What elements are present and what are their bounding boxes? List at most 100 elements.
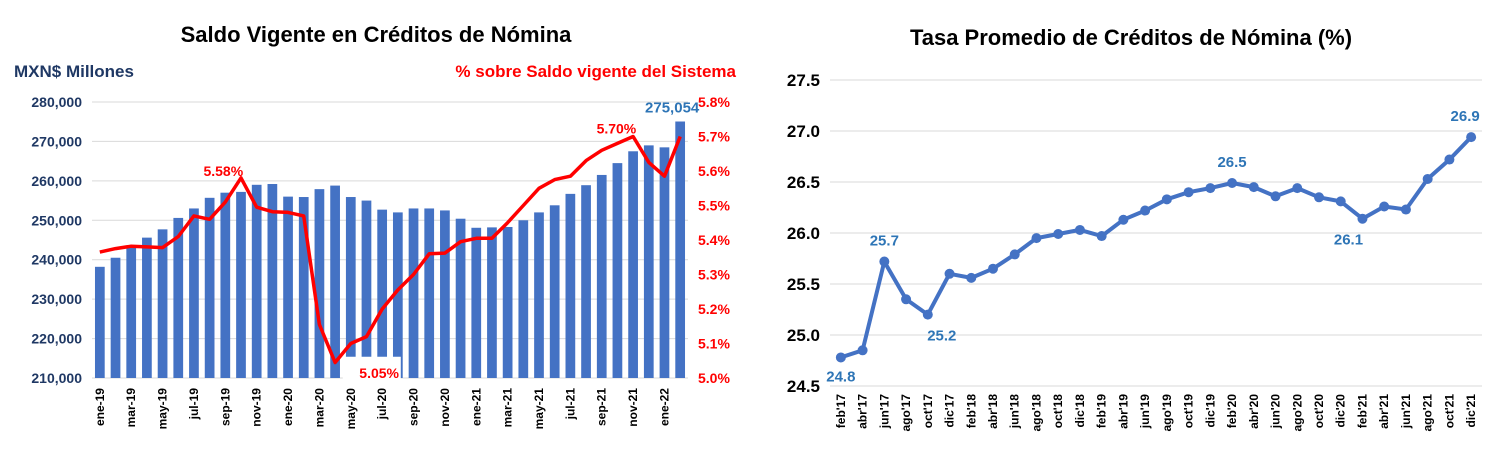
right-axis-tick-label: 5.4% — [698, 232, 730, 248]
x-axis-tick-label: oct'17 — [921, 394, 935, 429]
x-axis-tick-label: may-21 — [532, 388, 546, 430]
x-axis-tick-label: sep-20 — [407, 388, 421, 426]
saldo-bar — [314, 189, 325, 378]
saldo-bar — [628, 151, 638, 378]
tasa-point — [1074, 224, 1085, 235]
right-axis-tick-label: 5.0% — [698, 370, 730, 386]
y-axis-tick-label: 27.5 — [787, 71, 820, 90]
tasa-point — [1227, 178, 1238, 189]
x-axis-tick-label: may-19 — [156, 388, 170, 430]
x-axis-tick-label: ene-21 — [469, 388, 483, 426]
x-axis-tick-label: nov-21 — [626, 388, 640, 427]
saldo-bar — [267, 184, 278, 378]
tasa-point — [1009, 249, 1020, 260]
x-axis-tick-label: ago'19 — [1160, 394, 1174, 432]
x-axis-tick-label: dic'19 — [1203, 394, 1217, 428]
x-axis-tick-label: abr'21 — [1377, 394, 1391, 429]
x-axis-tick-label: mar-21 — [501, 388, 515, 428]
saldo-bar — [581, 185, 591, 378]
left-axis-tick-label: 240,000 — [31, 252, 82, 268]
right-axis-tick-label: 5.8% — [698, 94, 730, 110]
y-axis-tick-label: 26.0 — [787, 224, 820, 243]
chart2-title: Tasa Promedio de Créditos de Nómina (%) — [910, 25, 1352, 50]
x-axis-tick-label: dic'18 — [1073, 394, 1087, 428]
x-axis-tick-label: ene-19 — [93, 388, 107, 426]
x-axis-tick-label: sep-21 — [595, 388, 609, 426]
saldo-bar — [612, 163, 623, 378]
saldo-bar — [643, 145, 654, 378]
right-axis-tick-label: 5.6% — [698, 163, 730, 179]
tasa-point — [1118, 214, 1129, 225]
saldo-bar — [330, 185, 340, 378]
x-axis-tick-label: ene-22 — [657, 388, 671, 426]
x-axis-tick-label: ago'17 — [899, 394, 913, 432]
label-background — [342, 356, 401, 387]
tasa-line — [840, 135, 1473, 360]
x-axis-tick-label: jun'17 — [877, 394, 891, 430]
saldo-bar — [173, 217, 184, 378]
x-axis-tick-label: feb'19 — [1095, 394, 1109, 429]
saldo-bar — [189, 208, 199, 378]
x-axis-tick-label: feb'20 — [1225, 394, 1239, 429]
line-value-label: 5.70% — [597, 121, 637, 137]
chart1-title: Saldo Vigente en Créditos de Nómina — [181, 22, 573, 47]
data-label: 26.1 — [1334, 232, 1363, 249]
left-axis-tick-label: 270,000 — [31, 133, 82, 149]
tasa-point — [1053, 229, 1064, 240]
left-axis-tick-label: 250,000 — [31, 212, 82, 228]
tasa-point — [1096, 231, 1107, 242]
x-axis-tick-label: oct'19 — [1182, 394, 1196, 429]
saldo-bar — [408, 208, 419, 378]
tasa-point — [1183, 187, 1194, 198]
saldo-bar — [675, 121, 686, 378]
x-axis-tick-label: nov-19 — [250, 388, 264, 427]
right-axis-tick-label: 5.3% — [698, 267, 730, 283]
x-axis-tick-label: ago'20 — [1290, 394, 1304, 432]
x-axis-tick-label: abr'20 — [1247, 394, 1261, 429]
saldo-bar — [220, 192, 231, 378]
data-label: 26.5 — [1217, 154, 1246, 171]
saldo-bar — [596, 174, 607, 378]
x-axis-tick-label: oct'20 — [1312, 394, 1326, 429]
tasa-point — [1400, 204, 1411, 215]
bar-value-label: 275,054 — [645, 100, 700, 117]
y-axis-tick-label: 27.0 — [787, 122, 820, 141]
right-axis-tick-label: 5.7% — [698, 129, 730, 145]
saldo-bar — [534, 212, 544, 378]
x-axis-tick-label: ago'18 — [1029, 394, 1043, 432]
left-axis-tick-label: 210,000 — [31, 370, 82, 386]
x-axis-tick-label: feb'17 — [834, 394, 848, 429]
x-axis-tick-label: abr'19 — [1116, 394, 1130, 429]
x-axis-tick-label: dic'20 — [1334, 394, 1348, 428]
x-axis-tick-label: sep-19 — [218, 388, 232, 426]
tasa-promedio-chart: Tasa Promedio de Créditos de Nómina (%) … — [787, 25, 1482, 432]
chart1-left-axis-label: MXN$ Millones — [14, 62, 134, 81]
x-axis-tick-label: jul-19 — [187, 388, 201, 421]
tasa-point — [1335, 196, 1346, 207]
tasa-point — [1140, 205, 1151, 216]
data-label: 25.2 — [927, 328, 956, 345]
x-axis-tick-label: abr'18 — [986, 394, 1000, 429]
tasa-point — [1205, 183, 1216, 194]
saldo-bar — [502, 226, 513, 378]
tasa-point — [1270, 191, 1281, 202]
x-axis-tick-label: abr'17 — [856, 394, 870, 429]
tasa-point — [835, 352, 846, 363]
tasa-point — [966, 272, 977, 283]
x-axis-tick-label: jul-20 — [375, 388, 389, 421]
x-axis-tick-label: feb'21 — [1355, 394, 1369, 429]
x-axis-tick-label: ene-20 — [281, 388, 295, 426]
y-axis-tick-label: 25.0 — [787, 326, 820, 345]
saldo-bar — [455, 218, 466, 378]
x-axis-tick-label: may-20 — [344, 388, 358, 430]
tasa-point — [1161, 194, 1172, 205]
saldo-bar — [487, 227, 497, 378]
x-axis-tick-label: jul-21 — [563, 388, 577, 421]
y-axis-tick-label: 25.5 — [787, 275, 820, 294]
saldo-bar — [157, 229, 168, 378]
saldo-bar — [518, 220, 529, 378]
saldo-bar — [377, 209, 388, 378]
saldo-bar — [142, 237, 152, 378]
data-label: 25.7 — [870, 233, 899, 250]
saldo-bar — [549, 205, 560, 378]
